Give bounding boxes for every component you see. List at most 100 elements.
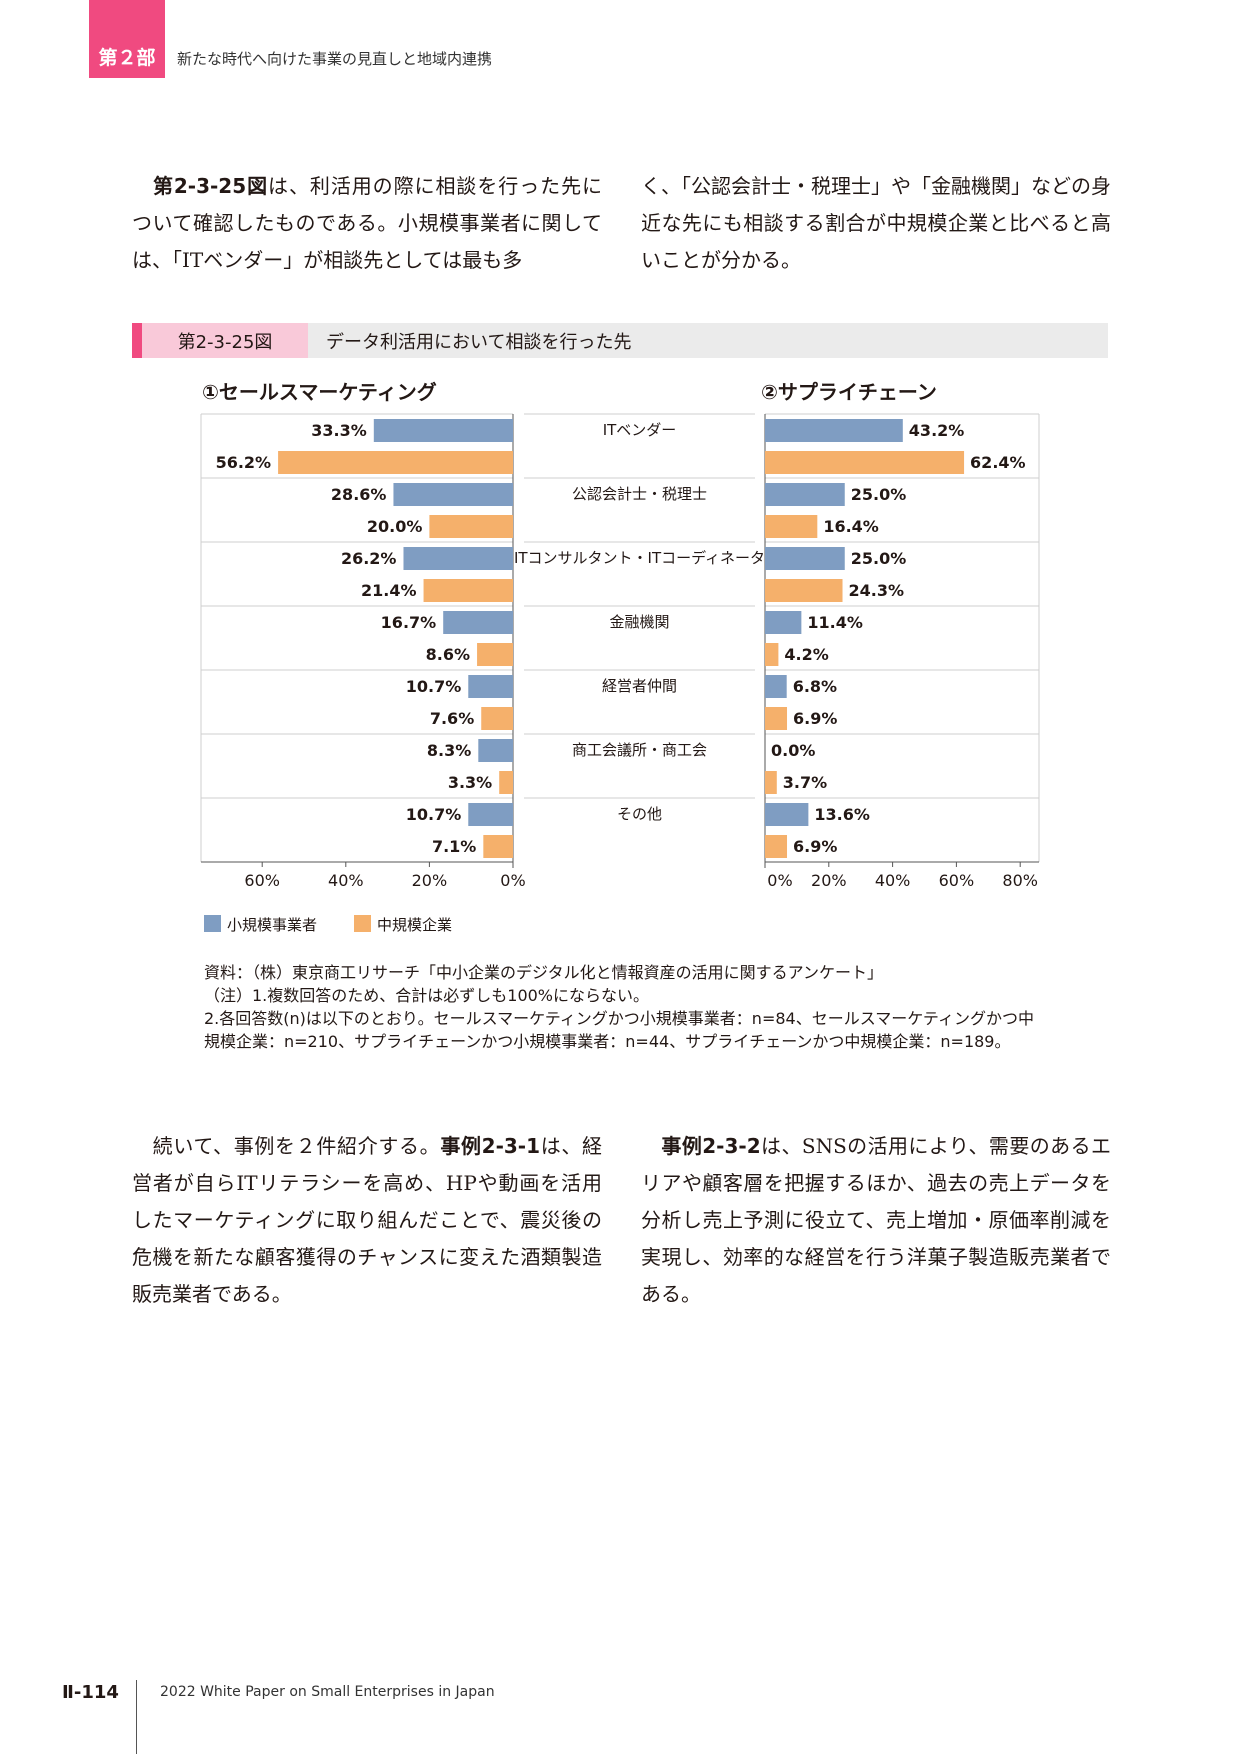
figure-number: 第2-3-25図 <box>142 323 308 358</box>
intro-left-text: は、利活用の際に相談を行った先について確認したものである。小規模事業者に関しては… <box>132 174 603 272</box>
left-data-label: 26.2% <box>341 549 397 568</box>
note-source: 資料：（株）東京商工リサーチ「中小企業のデジタル化と情報資産の活用に関するアンケ… <box>204 963 884 982</box>
right-tick-label: 40% <box>875 871 911 890</box>
left-data-label: 8.6% <box>426 645 470 664</box>
right-data-label: 6.9% <box>793 837 837 856</box>
right-tick-label: 0% <box>767 871 792 890</box>
right-bar-medium <box>765 643 779 666</box>
left-tick-label: 20% <box>412 871 448 890</box>
left-bar-small <box>468 675 513 698</box>
intro-right-column: く、「公認会計士・税理士」や「金融機関」などの身近な先にも相談する割合が中規模企… <box>641 168 1111 279</box>
right-data-label: 16.4% <box>823 517 879 536</box>
left-bar-small <box>393 483 513 506</box>
right-data-label: 24.3% <box>849 581 905 600</box>
left-tick-label: 40% <box>328 871 364 890</box>
part-tab: 第２部 <box>89 0 165 78</box>
right-data-label: 25.0% <box>851 485 907 504</box>
right-bar-small <box>765 419 903 442</box>
right-bar-medium <box>765 835 788 858</box>
left-bar-small <box>468 803 513 826</box>
right-bar-medium <box>765 707 788 730</box>
left-data-label: 8.3% <box>427 741 471 760</box>
intro-left-column: 第2-3-25図は、利活用の際に相談を行った先について確認したものである。小規模… <box>132 168 602 279</box>
outro-right-text: は、SNSの活用により、需要のあるエリアや顧客層を把握するほか、過去の売上データ… <box>641 1134 1111 1306</box>
left-bar-small <box>373 419 513 442</box>
right-data-label: 6.8% <box>793 677 837 696</box>
outro-right-column: 事例2-3-2は、SNSの活用により、需要のあるエリアや顧客層を把握するほか、過… <box>641 1128 1111 1313</box>
category-label: 公認会計士・税理士 <box>572 485 707 503</box>
category-label: 金融機関 <box>609 613 669 631</box>
category-label: 経営者仲間 <box>602 677 677 695</box>
right-bar-medium <box>765 515 818 538</box>
left-bar-small <box>478 739 513 762</box>
right-data-label: 4.2% <box>784 645 828 664</box>
left-data-label: 20.0% <box>367 517 423 536</box>
right-data-label: 62.4% <box>970 453 1026 472</box>
left-data-label: 10.7% <box>406 677 462 696</box>
right-tick-label: 80% <box>1002 871 1038 890</box>
left-data-label: 21.4% <box>361 581 417 600</box>
left-bar-small <box>443 611 513 634</box>
legend-label-medium: 中規模企業 <box>377 916 453 934</box>
footer-divider <box>136 1680 137 1754</box>
page-number: Ⅱ-114 <box>62 1682 119 1703</box>
right-data-label: 25.0% <box>851 549 907 568</box>
right-data-label: 3.7% <box>783 773 827 792</box>
note-2-cont: 規模企業：n=210、サプライチェーンかつ小規模事業者：n=44、サプライチェー… <box>204 1032 1011 1051</box>
intro-right-text: く、「公認会計士・税理士」や「金融機関」などの身近な先にも相談する割合が中規模企… <box>641 174 1111 272</box>
category-label: ITコンサルタント・ITコーディネータ <box>514 549 765 567</box>
right-data-label: 0.0% <box>771 741 815 760</box>
left-data-label: 7.1% <box>432 837 476 856</box>
panel-left-title: ①セールスマーケティング <box>202 380 437 404</box>
left-bar-medium <box>423 579 513 602</box>
legend-swatch-medium <box>354 915 371 932</box>
right-bar-small <box>765 547 845 570</box>
category-label: その他 <box>617 805 662 823</box>
right-bar-medium <box>765 579 843 602</box>
left-data-label: 10.7% <box>406 805 462 824</box>
right-tick-label: 20% <box>811 871 847 890</box>
left-data-label: 33.3% <box>311 421 367 440</box>
right-bar-small <box>765 803 809 826</box>
legend-label-small: 小規模事業者 <box>227 916 318 934</box>
right-bar-medium <box>765 771 777 794</box>
left-data-label: 16.7% <box>381 613 437 632</box>
left-bar-small <box>403 547 513 570</box>
left-data-label: 56.2% <box>216 453 272 472</box>
outro-left-column: 続いて、事例を２件紹介する。事例2-3-1は、経営者が自らITリテラシーを高め、… <box>132 1128 602 1313</box>
right-bar-small <box>765 611 802 634</box>
left-bar-medium <box>483 835 513 858</box>
category-label: 商工会議所・商工会 <box>572 741 707 759</box>
left-tick-label: 60% <box>244 871 280 890</box>
outro-left-pre: 続いて、事例を２件紹介する。 <box>152 1134 441 1158</box>
note-1: （注）1.複数回答のため、合計は必ずしも100%にならない。 <box>204 986 650 1005</box>
legend-swatch-small <box>204 915 221 932</box>
figure-reference: 第2-3-25図 <box>152 174 269 198</box>
right-data-label: 6.9% <box>793 709 837 728</box>
case-reference-2: 事例2-3-2 <box>661 1134 761 1158</box>
right-bar-medium <box>765 451 965 474</box>
right-data-label: 11.4% <box>807 613 863 632</box>
right-bar-small <box>765 483 845 506</box>
outro-left-text: は、経営者が自らITリテラシーを高め、HPや動画を活用したマーケティングに取り組… <box>132 1134 603 1306</box>
category-label: ITベンダー <box>603 421 677 439</box>
figure-title: データ利活用において相談を行った先 <box>326 331 632 353</box>
right-data-label: 13.6% <box>814 805 870 824</box>
left-data-label: 3.3% <box>448 773 492 792</box>
publication-title: 2022 White Paper on Small Enterprises in… <box>160 1684 495 1700</box>
right-tick-label: 60% <box>939 871 975 890</box>
case-reference-1: 事例2-3-1 <box>440 1134 541 1158</box>
left-bar-medium <box>278 451 513 474</box>
left-bar-medium <box>499 771 513 794</box>
left-tick-label: 0% <box>500 871 525 890</box>
left-data-label: 7.6% <box>430 709 474 728</box>
left-data-label: 28.6% <box>331 485 387 504</box>
header-title: 新たな時代へ向けた事業の見直しと地域内連携 <box>177 50 493 68</box>
left-bar-medium <box>481 707 513 730</box>
figure-accent-bar <box>132 323 142 358</box>
left-bar-medium <box>477 643 513 666</box>
left-bar-medium <box>429 515 513 538</box>
right-bar-small <box>765 675 787 698</box>
panel-right-title: ②サプライチェーン <box>761 380 937 404</box>
